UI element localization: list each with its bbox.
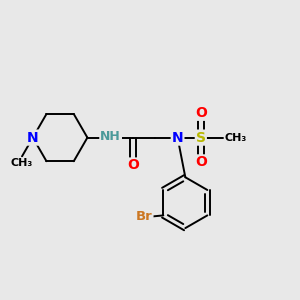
- Text: N: N: [172, 130, 183, 145]
- Text: O: O: [195, 106, 207, 120]
- Text: O: O: [127, 158, 139, 172]
- Text: S: S: [196, 130, 206, 145]
- Text: NH: NH: [100, 130, 121, 142]
- Text: Br: Br: [136, 210, 152, 224]
- Text: CH₃: CH₃: [225, 133, 247, 142]
- Text: CH₃: CH₃: [11, 158, 33, 168]
- Text: O: O: [195, 155, 207, 170]
- Text: N: N: [27, 130, 39, 145]
